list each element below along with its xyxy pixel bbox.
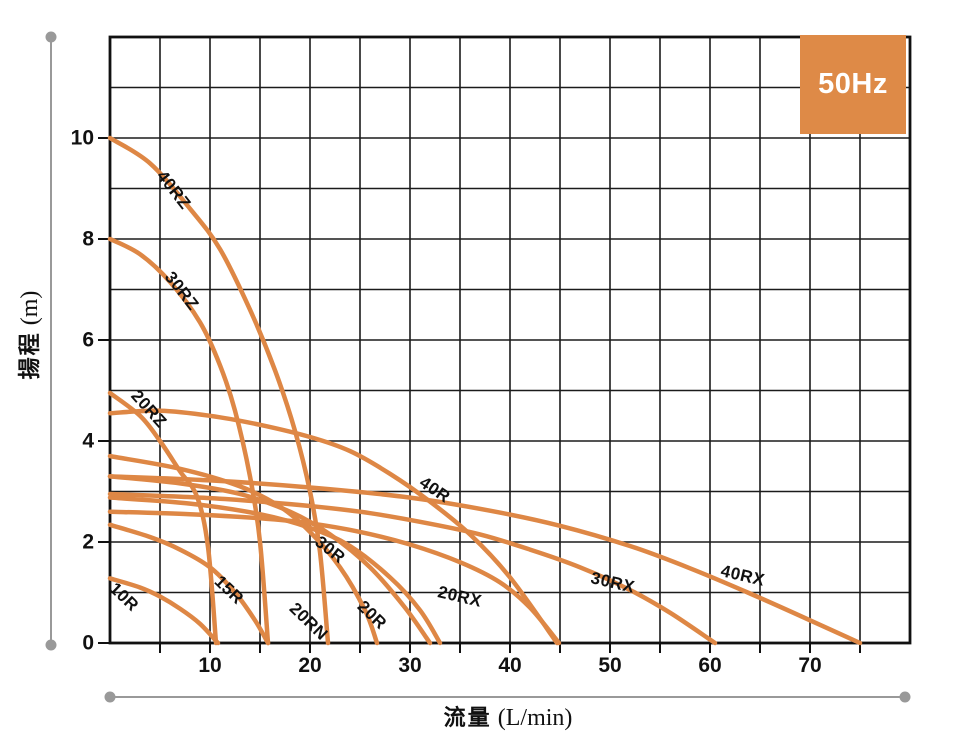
pump-curve-20rz: [107, 390, 219, 646]
pump-curve-20rx: [107, 509, 562, 646]
frequency-badge: 50Hz: [800, 35, 906, 134]
x-tick-label-10: 10: [198, 654, 222, 677]
pump-curve-40r: [107, 408, 560, 646]
x-tick-label-40: 40: [498, 654, 522, 677]
pump-curve-20rn: [107, 453, 380, 646]
x-extent-dot-right: [899, 691, 911, 703]
y-extent-dot-top: [45, 31, 57, 43]
y-axis-title-unit: (m): [17, 290, 43, 326]
x-tick-label-70: 70: [798, 654, 822, 677]
pump-curve-15r: [107, 522, 271, 646]
x-tick-label-60: 60: [698, 654, 722, 677]
pump-curve-20r: [107, 474, 433, 646]
x-tick-label-20: 20: [298, 654, 322, 677]
y-tick-label-8: 8: [82, 227, 94, 251]
pump-curve-40rx: [107, 474, 863, 646]
pump-curve-10r: [107, 576, 221, 646]
frequency-badge-label: 50Hz: [818, 68, 888, 100]
y-tick-label-10: 10: [70, 126, 94, 150]
x-axis-title-unit: (L/min): [497, 705, 573, 731]
x-tick-label-30: 30: [398, 654, 422, 677]
pump-curve-30rx: [107, 491, 718, 646]
x-axis-title-jp: 流量: [443, 705, 492, 730]
x-extent-dot-left: [104, 691, 116, 703]
y-tick-label-4: 4: [82, 429, 94, 453]
pump-curve-30rz: [107, 236, 271, 646]
x-axis-title: 流量 (L/min): [444, 700, 573, 732]
y-tick-label-0: 0: [82, 631, 94, 655]
y-tick-label-6: 6: [82, 328, 94, 352]
y-tick-label-2: 2: [82, 530, 94, 554]
x-tick-label-50: 50: [598, 654, 622, 677]
y-axis-title: 揚程 (m): [12, 291, 44, 380]
y-axis-title-jp: 揚程: [17, 331, 42, 380]
y-extent-dot-bottom: [45, 639, 57, 651]
